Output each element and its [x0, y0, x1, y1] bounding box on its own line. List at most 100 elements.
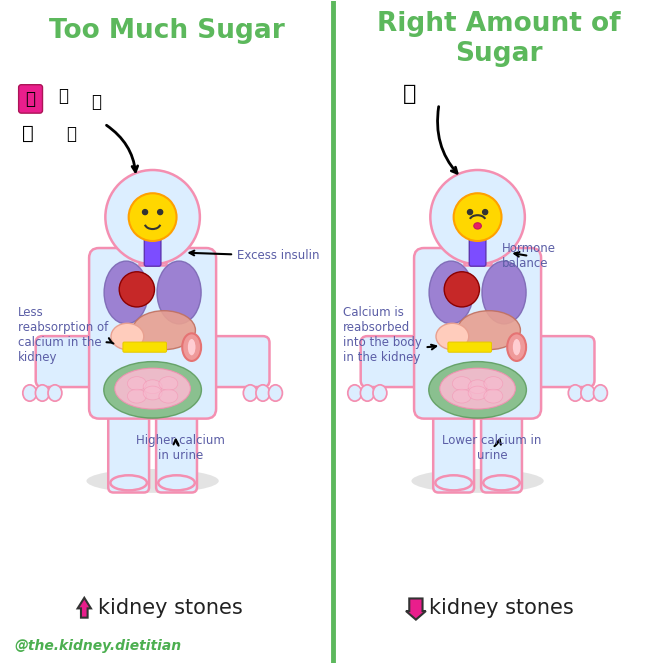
Text: Right Amount of: Right Amount of: [377, 11, 621, 37]
Ellipse shape: [436, 323, 469, 350]
Ellipse shape: [268, 385, 282, 401]
FancyBboxPatch shape: [198, 336, 270, 387]
Circle shape: [158, 210, 163, 214]
FancyBboxPatch shape: [361, 336, 432, 387]
Ellipse shape: [468, 380, 487, 394]
Text: 🥤: 🥤: [91, 93, 101, 111]
FancyBboxPatch shape: [433, 400, 474, 493]
Ellipse shape: [452, 376, 472, 390]
Polygon shape: [406, 598, 426, 620]
Ellipse shape: [20, 92, 41, 106]
Text: Hormone
balance: Hormone balance: [502, 242, 556, 270]
Ellipse shape: [512, 339, 521, 356]
Ellipse shape: [87, 469, 218, 493]
Ellipse shape: [373, 385, 387, 401]
Circle shape: [483, 210, 488, 214]
Circle shape: [430, 170, 525, 264]
Ellipse shape: [159, 475, 195, 490]
Ellipse shape: [593, 385, 607, 401]
Text: kidney stones: kidney stones: [429, 598, 574, 618]
FancyBboxPatch shape: [145, 215, 161, 266]
Circle shape: [454, 193, 501, 241]
Text: 🍪: 🍪: [22, 124, 34, 143]
Circle shape: [119, 272, 155, 307]
FancyBboxPatch shape: [481, 400, 522, 493]
Ellipse shape: [472, 201, 484, 208]
Text: Higher calcium
in urine: Higher calcium in urine: [136, 434, 225, 461]
Ellipse shape: [480, 205, 491, 212]
Ellipse shape: [468, 386, 487, 400]
Text: 🎂: 🎂: [58, 87, 68, 105]
Ellipse shape: [157, 261, 201, 324]
Ellipse shape: [581, 385, 595, 401]
Ellipse shape: [143, 380, 162, 394]
Ellipse shape: [568, 385, 582, 401]
FancyBboxPatch shape: [414, 248, 541, 418]
Ellipse shape: [429, 261, 473, 324]
Ellipse shape: [159, 376, 178, 390]
Ellipse shape: [474, 222, 482, 229]
Text: 🧋: 🧋: [66, 125, 76, 143]
FancyBboxPatch shape: [109, 400, 149, 493]
Text: kidney stones: kidney stones: [97, 598, 242, 618]
Ellipse shape: [484, 376, 503, 390]
Text: Excess insulin: Excess insulin: [190, 250, 319, 262]
FancyBboxPatch shape: [139, 244, 166, 266]
FancyBboxPatch shape: [123, 342, 166, 352]
Ellipse shape: [115, 368, 190, 409]
Text: Calcium is
reabsorbed
into the body
in the kidney: Calcium is reabsorbed into the body in t…: [343, 306, 436, 365]
FancyBboxPatch shape: [523, 336, 595, 387]
Ellipse shape: [429, 362, 526, 418]
Ellipse shape: [484, 389, 503, 403]
FancyBboxPatch shape: [36, 336, 107, 387]
Text: Too Much Sugar: Too Much Sugar: [49, 18, 285, 44]
Ellipse shape: [458, 311, 520, 350]
Ellipse shape: [111, 323, 144, 350]
Text: Sugar: Sugar: [455, 41, 543, 67]
Circle shape: [129, 193, 176, 241]
Ellipse shape: [412, 469, 543, 493]
FancyBboxPatch shape: [89, 248, 216, 418]
Circle shape: [105, 170, 200, 264]
Ellipse shape: [182, 333, 201, 361]
Ellipse shape: [484, 475, 519, 490]
Ellipse shape: [360, 385, 374, 401]
Ellipse shape: [35, 385, 49, 401]
Ellipse shape: [464, 205, 476, 212]
Text: 🍬: 🍬: [25, 90, 35, 108]
Ellipse shape: [482, 261, 526, 324]
Ellipse shape: [256, 385, 270, 401]
Circle shape: [444, 272, 480, 307]
Ellipse shape: [139, 205, 151, 212]
Ellipse shape: [440, 368, 515, 409]
Ellipse shape: [133, 311, 195, 350]
Ellipse shape: [457, 195, 498, 221]
FancyBboxPatch shape: [470, 215, 486, 266]
Text: Less
reabsorption of
calcium in the
kidney: Less reabsorption of calcium in the kidn…: [18, 306, 113, 365]
Ellipse shape: [159, 389, 178, 403]
Ellipse shape: [436, 475, 472, 490]
Ellipse shape: [127, 389, 147, 403]
Text: 🍉: 🍉: [402, 84, 416, 104]
Ellipse shape: [452, 389, 472, 403]
FancyBboxPatch shape: [156, 400, 197, 493]
FancyBboxPatch shape: [19, 85, 43, 113]
FancyBboxPatch shape: [464, 244, 492, 266]
Ellipse shape: [23, 385, 37, 401]
Ellipse shape: [48, 385, 62, 401]
Ellipse shape: [243, 385, 257, 401]
Ellipse shape: [187, 339, 196, 356]
Polygon shape: [78, 598, 91, 618]
Ellipse shape: [348, 385, 362, 401]
Ellipse shape: [104, 261, 149, 324]
Ellipse shape: [155, 205, 166, 212]
Ellipse shape: [507, 333, 526, 361]
Ellipse shape: [143, 386, 162, 400]
Text: @the.kidney.dietitian: @the.kidney.dietitian: [15, 639, 182, 653]
Ellipse shape: [147, 201, 159, 208]
Text: Lower calcium in
urine: Lower calcium in urine: [442, 434, 542, 461]
Circle shape: [143, 210, 148, 214]
Ellipse shape: [127, 376, 147, 390]
FancyBboxPatch shape: [448, 342, 492, 352]
Ellipse shape: [132, 195, 173, 221]
